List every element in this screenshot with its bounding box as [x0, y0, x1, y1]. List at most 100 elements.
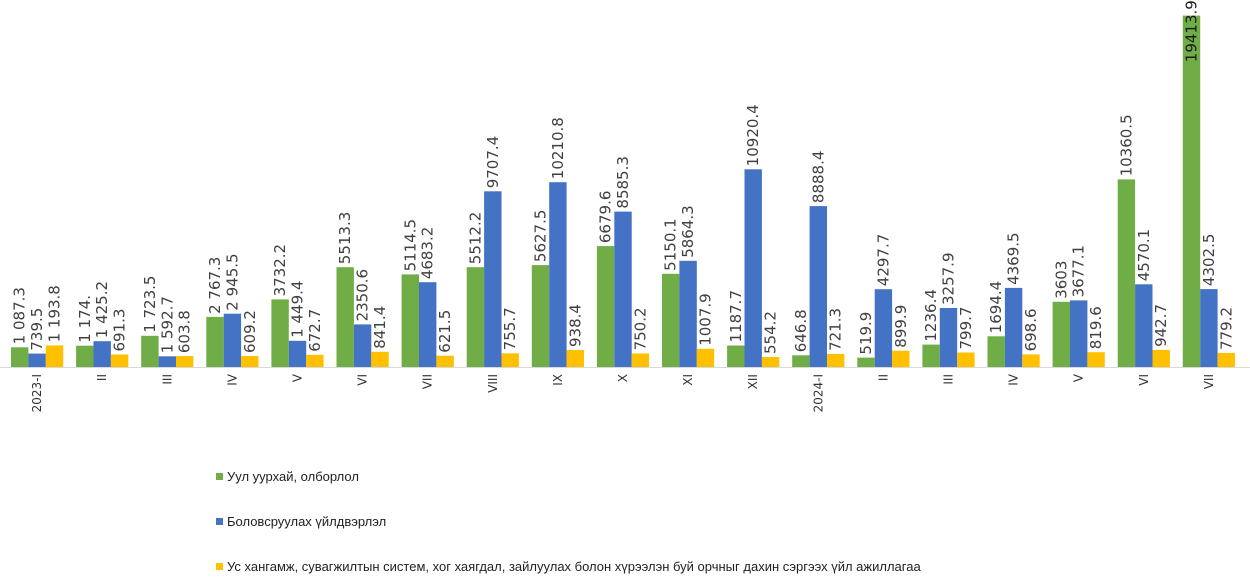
bar-water-supply-12: [827, 353, 845, 367]
x-tick-label-14: III: [942, 374, 956, 385]
data-label-water-supply-7: 755.7: [501, 307, 519, 350]
legend: Уул уурхай, олборлол Боловсруулах үйлдвэ…: [216, 466, 921, 576]
x-tick-labels: 2023-I II III IV V VI VII VIII IX X XI XII 2024-I II I…: [30, 373, 1216, 412]
data-label-mining-15: 1694.4: [987, 281, 1005, 333]
data-label-mining-3: 2 767.3: [206, 257, 224, 314]
data-label-water-supply-9: 750.2: [631, 307, 649, 350]
bar-water-supply-11: [761, 357, 780, 367]
bar-mining-9: [596, 246, 615, 367]
data-label-water-supply-6: 621.5: [436, 310, 454, 353]
data-label-mining-14: 1236.4: [922, 289, 940, 342]
data-label-manufacturing-12: 8888.4: [809, 151, 827, 204]
bar-manufacturing-3: [223, 313, 242, 367]
bar-manufacturing-6: [419, 282, 437, 367]
bar-water-supply-4: [306, 354, 324, 367]
x-tick-label-17: VI: [1137, 374, 1151, 386]
bar-water-supply-5: [371, 351, 389, 367]
data-label-manufacturing-11: 10920.4: [744, 104, 762, 166]
data-label-mining-2: 1 723.5: [141, 276, 159, 333]
bar-mining-7: [466, 267, 485, 367]
data-label-manufacturing-9: 8585.3: [614, 156, 632, 209]
data-label-water-supply-16: 819.6: [1087, 306, 1105, 349]
data-label-water-supply-0: 1 193.8: [46, 285, 64, 342]
data-label-water-supply-2: 603.8: [176, 310, 194, 353]
data-label-mining-16: 3603: [1052, 261, 1070, 299]
data-label-water-supply-3: 609.2: [241, 310, 259, 353]
data-label-manufacturing-6: 4683.2: [419, 227, 437, 280]
bar-mining-15: [987, 336, 1005, 367]
bar-manufacturing-17: [1135, 284, 1153, 367]
x-tick-label-18: VII: [1202, 374, 1216, 389]
bars-group: [11, 15, 1235, 367]
x-tick-label-5: VI: [356, 374, 370, 386]
bar-mining-0: [11, 347, 29, 367]
bar-manufacturing-14: [939, 308, 958, 367]
bar-mining-16: [1052, 301, 1070, 367]
bar-manufacturing-1: [93, 341, 111, 367]
bar-mining-4: [271, 299, 289, 367]
data-label-water-supply-17: 942.7: [1152, 304, 1170, 347]
bar-mining-6: [401, 274, 419, 367]
bar-water-supply-13: [892, 350, 910, 367]
data-label-water-supply-10: 1007.9: [697, 293, 715, 346]
legend-item-manufacturing: Боловсруулах үйлдвэрлэл: [216, 511, 921, 531]
data-label-manufacturing-5: 2350.6: [354, 269, 372, 322]
x-tick-label-4: V: [291, 373, 305, 382]
bar-water-supply-14: [957, 352, 975, 367]
bar-manufacturing-15: [1004, 287, 1023, 367]
data-label-manufacturing-4: 1 449.4: [289, 281, 307, 338]
bar-manufacturing-7: [484, 191, 502, 367]
legend-swatch-mining: [216, 472, 223, 480]
data-label-water-supply-18: 779.2: [1217, 307, 1235, 350]
data-label-mining-7: 5512.2: [466, 212, 484, 265]
legend-label-manufacturing: Боловсруулах үйлдвэрлэл: [227, 513, 387, 529]
bar-mining-18: [1182, 15, 1201, 367]
data-label-manufacturing-7: 9707.4: [484, 136, 502, 189]
bar-manufacturing-13: [874, 289, 893, 367]
x-tick-label-3: IV: [225, 373, 239, 386]
bar-manufacturing-16: [1070, 300, 1088, 367]
legend-swatch-manufacturing: [216, 517, 223, 525]
data-label-water-supply-12: 721.3: [827, 308, 845, 351]
data-label-mining-1: 1 174.: [76, 295, 94, 343]
bar-chart: 2023-I II III IV V VI VII VIII IX X XI XII 2024-I II I…: [0, 0, 1250, 412]
bar-water-supply-0: [45, 345, 64, 367]
bar-manufacturing-12: [809, 206, 827, 367]
bar-manufacturing-9: [614, 211, 632, 367]
data-label-manufacturing-0: 739.5: [28, 308, 46, 351]
data-label-mining-12: 646.8: [792, 309, 810, 352]
x-tick-label-12: 2024-I: [811, 374, 825, 412]
bar-water-supply-9: [631, 353, 650, 367]
x-tick-label-10: XI: [681, 374, 695, 386]
data-label-mining-5: 5513.3: [336, 212, 354, 265]
bar-manufacturing-11: [744, 169, 762, 367]
legend-item-mining: Уул уурхай, олборлол: [216, 466, 921, 486]
legend-swatch-water-supply: [216, 562, 223, 570]
data-label-manufacturing-2: 1 592.7: [158, 296, 176, 353]
x-tick-label-0: 2023-I: [30, 374, 44, 412]
bar-manufacturing-10: [679, 260, 697, 367]
x-tick-label-13: II: [876, 374, 890, 381]
x-tick-label-2: III: [160, 374, 174, 385]
bar-mining-11: [727, 345, 745, 367]
x-tick-label-1: II: [95, 374, 109, 381]
bar-mining-14: [922, 344, 940, 367]
data-label-manufacturing-3: 2 945.5: [223, 253, 241, 310]
bar-mining-13: [857, 357, 875, 367]
data-label-manufacturing-15: 4369.5: [1005, 232, 1023, 285]
bar-mining-5: [336, 267, 354, 367]
bar-manufacturing-0: [28, 353, 46, 367]
data-label-manufacturing-16: 3677.1: [1070, 245, 1088, 298]
x-tick-label-11: XII: [746, 374, 760, 389]
data-label-water-supply-4: 672.7: [306, 309, 324, 352]
bar-water-supply-15: [1022, 354, 1040, 367]
x-tick-label-8: IX: [551, 374, 565, 386]
legend-label-water-supply: Ус хангамж, сувагжилтын систем, хог хаяг…: [227, 558, 921, 574]
bar-mining-10: [662, 273, 680, 367]
data-label-water-supply-13: 899.9: [892, 305, 910, 348]
data-label-manufacturing-10: 5864.3: [679, 205, 697, 258]
data-label-water-supply-15: 698.6: [1022, 308, 1040, 351]
bar-water-supply-1: [110, 354, 129, 367]
data-label-mining-17: 10360.5: [1117, 114, 1135, 176]
data-label-manufacturing-1: 1 425.2: [93, 281, 111, 338]
